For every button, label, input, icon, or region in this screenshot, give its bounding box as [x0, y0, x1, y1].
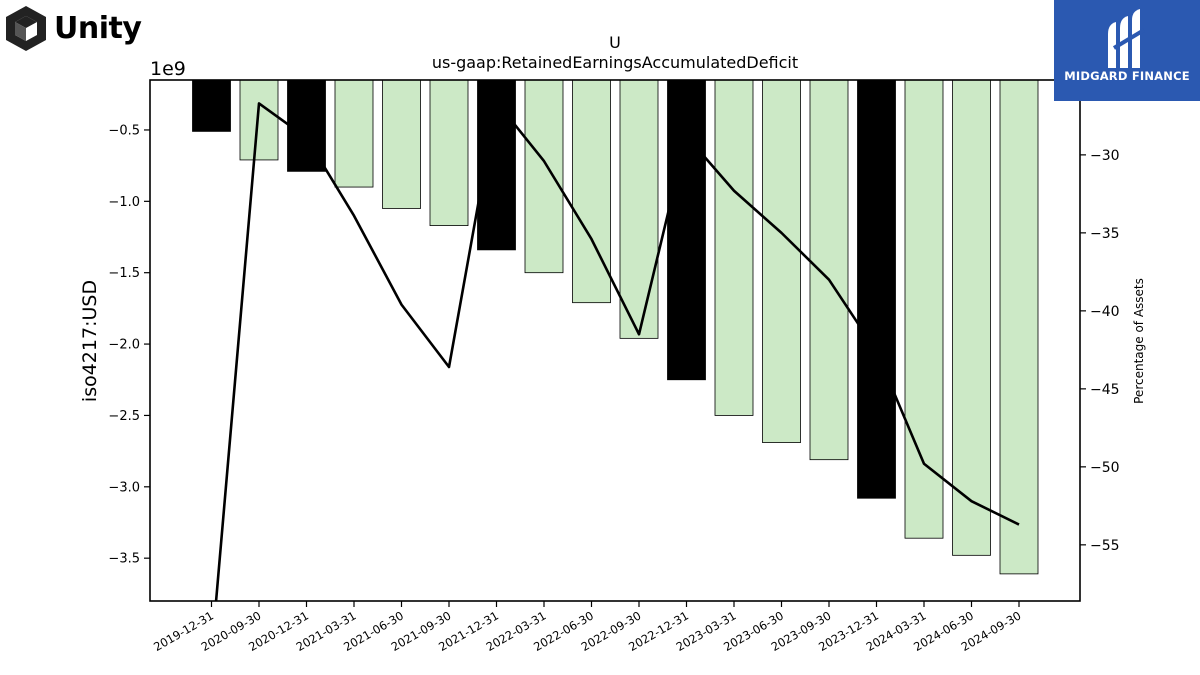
bar-2023-03-31	[714, 80, 754, 416]
bar-2022-09-30	[619, 80, 659, 339]
percentage-of-assets-line	[214, 100, 1020, 601]
y-right-tick-label: −35	[1090, 226, 1120, 242]
y-tick-label: −0.5	[108, 123, 140, 138]
y-tick-label: −1.5	[108, 266, 140, 281]
bar-2022-12-31	[667, 80, 706, 381]
bar-series	[192, 80, 1039, 575]
bar-2023-12-31	[857, 80, 896, 499]
bar-2021-03-31	[334, 80, 374, 188]
unity-wordmark: Unity	[54, 10, 142, 46]
midgard-wordmark: MIDGARD FINANCE	[1064, 69, 1190, 83]
y-offset-label: 1e9	[150, 58, 186, 80]
y-tick-label: −2.5	[108, 409, 140, 424]
bar-2020-09-30	[239, 80, 279, 161]
y-axis-label: iso4217:USD	[79, 280, 101, 402]
unity-cube-icon	[6, 6, 46, 51]
bar-2023-09-30	[809, 80, 849, 461]
y-axis-label-right: Percentage of Assets	[1132, 278, 1146, 404]
y-tick-label: −1.0	[108, 195, 140, 210]
bar-2024-06-30	[952, 80, 991, 556]
y-tick-label: −2.0	[108, 338, 140, 353]
bar-2022-06-30	[572, 80, 611, 304]
plot-frame	[149, 79, 1081, 602]
unity-logo: Unity	[4, 4, 142, 52]
bar-2019-12-31	[192, 80, 231, 132]
chart-subtitle: us-gaap:RetainedEarningsAccumulatedDefic…	[432, 53, 798, 72]
line-series	[214, 100, 1020, 601]
y-right-tick-label: −50	[1090, 460, 1120, 476]
y-right-tick-label: −45	[1090, 382, 1120, 398]
bar-2021-06-30	[382, 80, 421, 209]
midgard-finance-logo: MIDGARD FINANCE	[1054, 0, 1200, 101]
bar-2021-09-30	[429, 80, 469, 226]
bar-2022-03-31	[524, 80, 564, 274]
y-right-tick-label: −40	[1090, 304, 1120, 320]
bar-2023-06-30	[762, 80, 801, 443]
midgard-mark-icon	[1108, 9, 1146, 68]
bar-2024-03-31	[904, 80, 944, 539]
y-right-tick-label: −55	[1090, 538, 1120, 554]
y-right-tick-label: −30	[1090, 148, 1120, 164]
bar-2024-09-30	[999, 80, 1039, 575]
y-tick-label: −3.0	[108, 480, 140, 495]
y-tick-label: −3.5	[108, 552, 140, 567]
chart-title: U	[609, 33, 621, 52]
